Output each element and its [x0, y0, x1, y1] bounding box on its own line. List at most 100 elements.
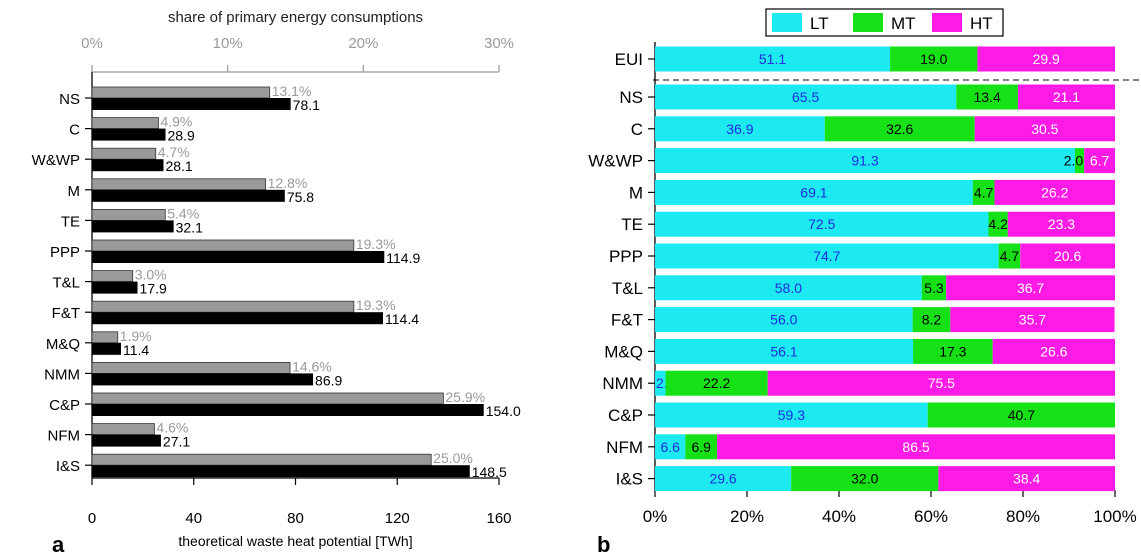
potential-bar-label: 75.8: [287, 189, 314, 205]
potential-bar-label: 78.1: [293, 97, 320, 113]
share-bar: [91, 208, 166, 221]
share-bar-label: 4.9%: [160, 114, 192, 130]
share-bar: [91, 117, 159, 129]
x-tick-label: 0%: [643, 507, 668, 526]
stacked-segment-ht: [994, 179, 1115, 205]
y-category-label: W&WP: [32, 152, 80, 169]
x-tick-label: 40%: [822, 507, 856, 526]
potential-bar-label: 86.9: [315, 372, 342, 388]
share-bar: [91, 392, 444, 405]
stacked-segment-ht: [1020, 243, 1115, 269]
y-category-label: PPP: [609, 247, 643, 266]
potential-bar: [92, 128, 166, 141]
stacked-segment-ht: [717, 434, 1115, 460]
stacked-segment-lt: [655, 338, 914, 364]
segment-label-lt: 6.6: [660, 439, 680, 455]
segment-label-lt: 65.5: [792, 89, 819, 105]
potential-bar-label: 114.4: [385, 311, 419, 327]
segment-label-ht: 23.3: [1048, 216, 1075, 232]
panel-a-chart: 0% 10% 20% 30% share of primary energy consu…: [32, 9, 521, 549]
y-category-label: M: [629, 183, 643, 202]
y-category-label: C: [69, 122, 80, 139]
stacked-segment-mt: [998, 243, 1021, 269]
stacked-segment-lt: [655, 466, 792, 492]
segment-label-lt: 51.1: [759, 51, 786, 67]
segment-label-lt: 58.0: [775, 280, 802, 296]
segment-label-lt: 56.0: [770, 312, 797, 328]
share-bar-label: 4.7%: [158, 144, 190, 160]
stacked-segment-lt: [655, 275, 922, 301]
potential-bar-label: 28.1: [165, 158, 192, 174]
legend-box: [765, 8, 1004, 37]
y-category-label: NMM: [602, 374, 643, 393]
segment-label-mt: 40.7: [1008, 407, 1035, 423]
segment-label-mt: 32.0: [851, 471, 878, 487]
segment-label-lt: 69.1: [800, 184, 827, 200]
share-bar: [91, 86, 271, 99]
segment-label-ht: 21.1: [1053, 89, 1080, 105]
y-category-label: EUI: [615, 50, 643, 69]
y-category-label: TE: [621, 215, 643, 234]
potential-bar-label: 17.9: [140, 281, 167, 297]
potential-bar: [92, 281, 138, 294]
stacked-segment-mt: [913, 338, 993, 364]
stacked-segment-ht: [938, 466, 1115, 492]
potential-bar: [92, 98, 291, 110]
stacked-segment-lt: [655, 148, 1075, 174]
stacked-segment-mt: [988, 211, 1008, 237]
share-bar-label: 19.3%: [356, 297, 396, 313]
potential-bar: [92, 465, 470, 478]
stacked-segment-lt: [655, 211, 989, 237]
stacked-segment-mt: [791, 466, 939, 492]
x-tick-label: 60%: [914, 507, 948, 526]
segment-label-ht: 26.2: [1041, 184, 1068, 200]
segment-label-lt: 56.1: [770, 343, 797, 359]
legend-swatch-lt: [772, 13, 802, 32]
potential-bar-label: 154.0: [486, 403, 521, 419]
segment-label-lt: 36.9: [726, 121, 753, 137]
segment-label-mt: 17.3: [939, 343, 966, 359]
stacked-segment-mt: [956, 84, 1018, 110]
bottom-axis-title: theoretical waste heat potential [TWh]: [178, 533, 412, 549]
segment-label-mt: 4.7: [974, 184, 994, 200]
y-category-label: M&Q: [604, 342, 643, 361]
share-bar-label: 5.4%: [167, 205, 199, 221]
x-tick-label: 80%: [1006, 507, 1040, 526]
stacked-segment-ht: [974, 116, 1115, 142]
potential-bar-label: 11.4: [123, 342, 149, 358]
stacked-segment-mt: [665, 370, 768, 396]
segment-label-ht: 30.5: [1031, 121, 1058, 137]
top-x-tick-label: 30%: [484, 35, 514, 52]
stacked-segment-lt: [655, 434, 686, 460]
y-category-label: C: [631, 120, 643, 139]
potential-bar: [92, 189, 285, 202]
y-category-label: W&WP: [588, 152, 643, 171]
share-bar-label: 13.1%: [272, 83, 312, 99]
potential-bar-label: 32.1: [176, 219, 203, 235]
potential-bar: [92, 434, 161, 447]
share-bar: [91, 453, 432, 466]
y-category-label: NS: [59, 91, 80, 108]
legend-label-ht: HT: [970, 14, 993, 33]
top-x-tick-label: 0%: [81, 35, 103, 52]
share-bar: [91, 147, 157, 160]
segment-label-mt: 32.6: [886, 121, 913, 137]
segment-label-ht: 75.5: [928, 375, 955, 391]
y-category-label: NMM: [44, 366, 80, 383]
potential-bar-label: 27.1: [163, 434, 190, 450]
y-category-label: PPP: [50, 244, 80, 261]
potential-bar-label: 148.5: [472, 464, 507, 480]
stacked-segment-mt: [824, 116, 975, 142]
potential-bar: [92, 373, 314, 386]
segment-label-ht: 26.6: [1040, 343, 1067, 359]
share-bar-label: 4.6%: [156, 420, 188, 436]
segment-label-lt: 91.3: [851, 153, 878, 169]
potential-bar: [92, 251, 385, 263]
y-category-label: I&S: [616, 470, 643, 489]
share-bar-label: 3.0%: [135, 267, 167, 283]
stacked-segment-ht: [946, 275, 1115, 301]
segment-label-ht: 36.7: [1017, 280, 1044, 296]
segment-label-mt: 22.2: [703, 375, 730, 391]
share-bar: [91, 178, 267, 191]
